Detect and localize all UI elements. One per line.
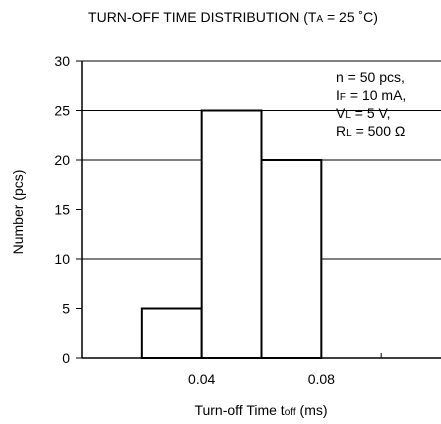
x-tick-label-1: 0.08: [308, 371, 335, 387]
y-tick-label-1: 5: [62, 301, 70, 317]
bar-0: [140, 307, 203, 359]
bar-2: [260, 159, 323, 359]
y-tick-label-3: 15: [54, 202, 70, 218]
x-tick-labels: 0.04 0.08: [141, 350, 382, 387]
y-tick-label-4: 20: [54, 152, 70, 168]
bar-1: [200, 109, 263, 359]
annotation-line-1: IF = 10 mA,: [336, 87, 406, 103]
y-tick-label-0: 0: [62, 350, 70, 366]
y-tick-label-6: 30: [54, 53, 70, 69]
y-axis-label: Number (pcs): [10, 170, 26, 255]
x-axis-label: Turn-off Time toff (ms): [194, 402, 327, 418]
annotation-line-0: n = 50 pcs,: [336, 69, 405, 85]
annotation-line-2: VL = 5 V,: [336, 105, 390, 121]
y-tick-label-5: 25: [54, 103, 70, 119]
x-tick-label-0: 0.04: [188, 371, 215, 387]
y-tick-labels: 0 5 10 15 20 25 30: [54, 53, 82, 366]
y-tick-label-2: 10: [54, 251, 70, 267]
chart-title: TURN-OFF TIME DISTRIBUTION (TA = 25 ˚C): [88, 9, 378, 25]
annotation-line-3: RL = 500 Ω: [336, 123, 405, 139]
bars-group: [140, 109, 323, 359]
conditions-annotation: n = 50 pcs, IF = 10 mA, VL = 5 V, RL = 500 …: [336, 69, 406, 139]
